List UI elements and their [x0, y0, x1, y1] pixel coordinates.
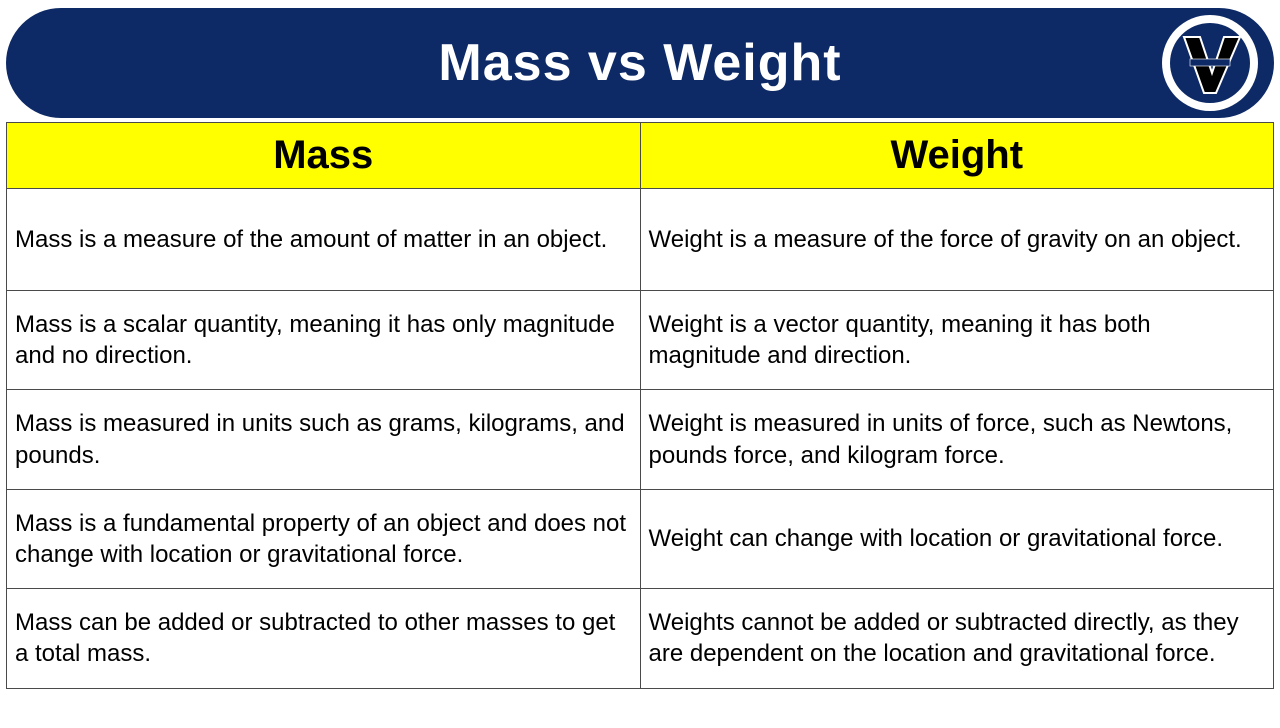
- cell-mass: Mass can be added or subtracted to other…: [7, 589, 641, 688]
- column-header-mass: Mass: [7, 123, 641, 189]
- table-row: Mass can be added or subtracted to other…: [7, 589, 1274, 688]
- cell-weight: Weight is measured in units of force, su…: [640, 390, 1274, 489]
- comparison-table-wrap: Mass Weight Mass is a measure of the amo…: [6, 122, 1274, 689]
- table-row: Mass is measured in units such as grams,…: [7, 390, 1274, 489]
- cell-weight: Weight can change with location or gravi…: [640, 489, 1274, 588]
- cell-mass: Mass is a fundamental property of an obj…: [7, 489, 641, 588]
- page-header: Mass vs Weight: [6, 8, 1274, 118]
- cell-mass: Mass is measured in units such as grams,…: [7, 390, 641, 489]
- cell-mass: Mass is a scalar quantity, meaning it ha…: [7, 291, 641, 390]
- comparison-table: Mass Weight Mass is a measure of the amo…: [6, 122, 1274, 689]
- page-title: Mass vs Weight: [438, 33, 841, 93]
- column-header-weight: Weight: [640, 123, 1274, 189]
- table-header-row: Mass Weight: [7, 123, 1274, 189]
- table-row: Mass is a fundamental property of an obj…: [7, 489, 1274, 588]
- brand-logo: [1160, 13, 1260, 113]
- cell-weight: Weight is a measure of the force of grav…: [640, 189, 1274, 291]
- cell-mass: Mass is a measure of the amount of matte…: [7, 189, 641, 291]
- table-row: Mass is a measure of the amount of matte…: [7, 189, 1274, 291]
- table-row: Mass is a scalar quantity, meaning it ha…: [7, 291, 1274, 390]
- cell-weight: Weight is a vector quantity, meaning it …: [640, 291, 1274, 390]
- cell-weight: Weights cannot be added or subtracted di…: [640, 589, 1274, 688]
